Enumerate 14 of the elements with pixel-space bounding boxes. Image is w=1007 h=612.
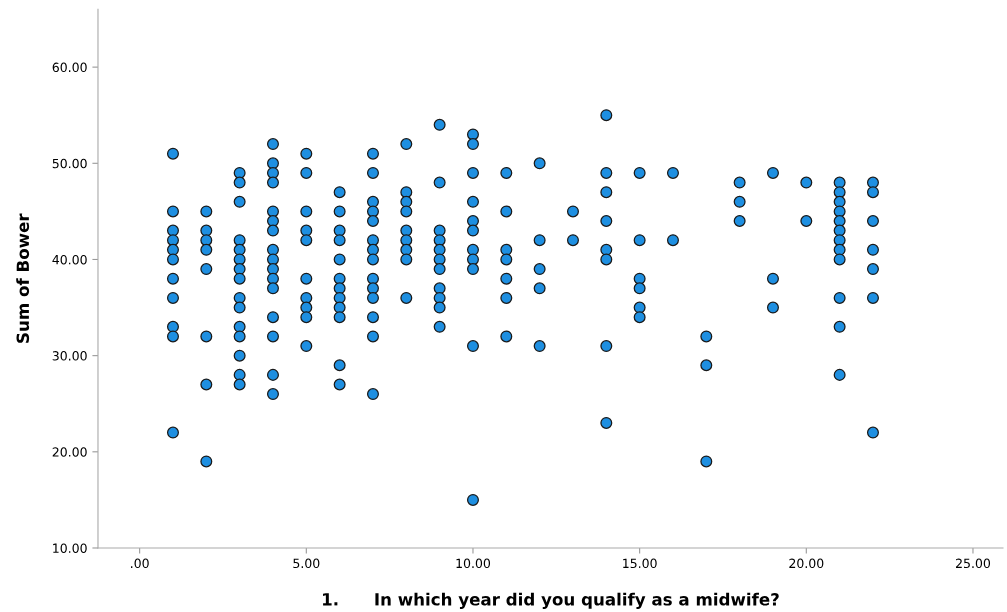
y-tick-label: 50.00 xyxy=(52,158,87,169)
y-tick-label: 10.00 xyxy=(53,543,87,553)
y-tick-label: 40.00 xyxy=(52,254,87,265)
y-tick-label: 60.00 xyxy=(52,62,87,73)
y-tick-label: 30.00 xyxy=(52,351,87,361)
x-tick-label: 5.00 xyxy=(293,558,320,569)
x-tick-label: .00 xyxy=(131,558,149,569)
x-axis-title: 1. In which year did you qualify as a midwife? xyxy=(323,592,779,609)
y-axis-title: Sum of Bower xyxy=(16,213,30,343)
x-tick-label: 20.00 xyxy=(789,558,824,569)
x-tick-label: 15.00 xyxy=(623,558,657,569)
x-tick-label: 25.00 xyxy=(956,558,991,569)
y-tick-label: 20.00 xyxy=(52,447,87,457)
x-tick-label: 10.00 xyxy=(456,558,491,569)
